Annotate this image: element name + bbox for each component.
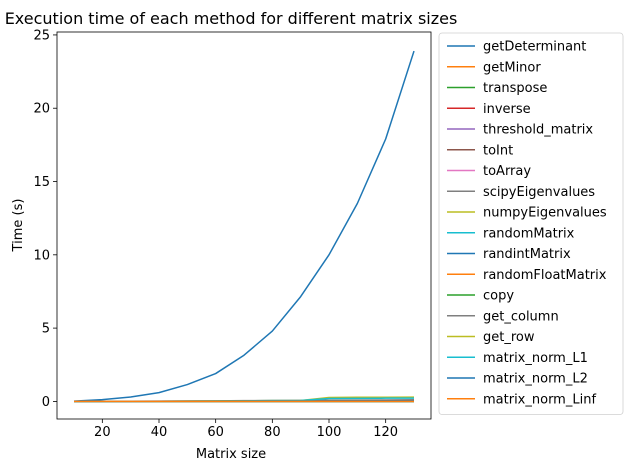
legend-label: getMinor xyxy=(483,60,541,75)
x-tick-label: 60 xyxy=(207,425,224,440)
chart-title: Execution time of each method for differ… xyxy=(5,9,458,28)
series-lines xyxy=(73,50,415,403)
legend-label: numpyEigenvalues xyxy=(483,206,607,221)
legend-label: threshold_matrix xyxy=(483,123,593,138)
y-tick-label: 5 xyxy=(42,322,50,337)
x-tick-label: 40 xyxy=(151,425,168,440)
legend-label: matrix_norm_Linf xyxy=(483,392,596,407)
legend: getDeterminant getMinor transpose inverse th… xyxy=(438,32,624,415)
x-tick-label: 20 xyxy=(94,425,111,440)
series-line-getDeterminant xyxy=(73,50,415,402)
y-tick-label: 25 xyxy=(33,28,50,43)
y-axis-label: Time (s) xyxy=(11,199,26,253)
legend-label: matrix_norm_L2 xyxy=(483,372,588,387)
x-axis-label: Matrix size xyxy=(196,447,266,462)
plot-area xyxy=(56,31,432,420)
x-tick-label: 100 xyxy=(317,425,342,440)
legend-label: scipyEigenvalues xyxy=(483,185,595,200)
legend-label: matrix_norm_L1 xyxy=(483,351,588,366)
legend-label: toArray xyxy=(483,164,531,179)
legend-label: copy xyxy=(483,289,514,304)
y-axis: 0 5 10 15 20 25 xyxy=(33,28,57,410)
legend-label: toInt xyxy=(483,143,513,158)
x-tick-label: 80 xyxy=(264,425,281,440)
legend-label: get_column xyxy=(483,309,559,324)
y-tick-label: 10 xyxy=(33,248,50,263)
y-tick-label: 0 xyxy=(42,395,50,410)
legend-label: randomFloatMatrix xyxy=(483,268,607,283)
legend-label: transpose xyxy=(483,81,547,96)
legend-label: randomMatrix xyxy=(483,226,575,241)
plot-frame xyxy=(56,31,432,420)
legend-label: get_row xyxy=(483,330,535,345)
legend-label: inverse xyxy=(483,102,531,117)
legend-label: getDeterminant xyxy=(483,40,586,55)
x-axis: 20 40 60 80 100 120 xyxy=(94,419,398,440)
y-tick-label: 20 xyxy=(33,102,50,117)
legend-box xyxy=(438,32,624,415)
x-tick-label: 120 xyxy=(373,425,398,440)
legend-label: randintMatrix xyxy=(483,247,571,262)
y-tick-label: 15 xyxy=(33,175,50,190)
